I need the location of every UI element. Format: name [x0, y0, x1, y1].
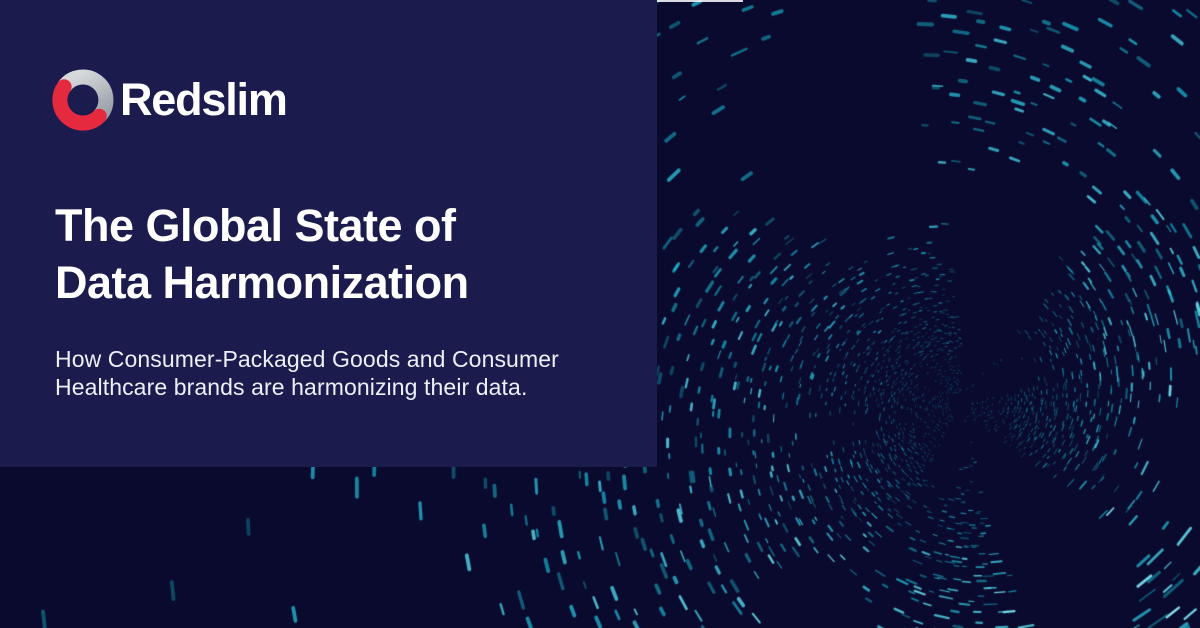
redslim-logo: Redslim — [52, 69, 288, 131]
top-edge-highlight — [657, 0, 743, 2]
subtitle: How Consumer-Packaged Goods and Consumer… — [55, 346, 559, 401]
content-panel: Redslim The Global State of Data Harmoni… — [0, 0, 657, 467]
redslim-ring-icon — [52, 69, 114, 131]
subtitle-line-1: How Consumer-Packaged Goods and Consumer — [55, 346, 559, 372]
title-line-2: Data Harmonization — [55, 257, 469, 308]
brand-name: Redslim — [120, 74, 288, 125]
subtitle-line-2: Healthcare brands are harmonizing their … — [55, 373, 528, 400]
page-title: The Global State of Data Harmonization — [55, 197, 469, 311]
title-line-1: The Global State of — [55, 200, 456, 251]
